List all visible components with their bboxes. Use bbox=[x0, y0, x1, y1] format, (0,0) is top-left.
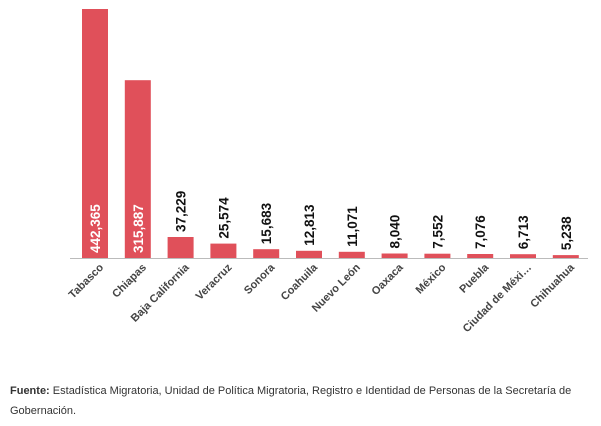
x-tick-label: Veracruz bbox=[194, 261, 235, 302]
bar bbox=[124, 80, 151, 258]
x-tick-label: Tabasco bbox=[67, 261, 107, 301]
x-tick-label: Chiapas bbox=[110, 262, 149, 301]
value-labels-group: 442,365 315,887 37,229 25,574 15,683 12,813 11… bbox=[88, 191, 574, 253]
bar bbox=[510, 254, 536, 258]
bars-group bbox=[82, 9, 579, 258]
bar-value-label: 15,683 bbox=[259, 202, 274, 244]
source-note: Fuente: Estadística Migratoria, Unidad d… bbox=[10, 381, 585, 421]
bar bbox=[253, 249, 280, 258]
bar-value-label: 315,887 bbox=[131, 204, 146, 253]
bar bbox=[82, 9, 108, 258]
bar-value-label: 7,076 bbox=[473, 215, 488, 249]
x-tick-label: Chihuahua bbox=[528, 261, 577, 310]
x-tick-label: Sonora bbox=[242, 261, 278, 297]
bar bbox=[552, 255, 579, 258]
bar-value-label: 7,552 bbox=[430, 215, 445, 249]
bar-value-label: 25,574 bbox=[216, 197, 231, 239]
bar bbox=[167, 237, 194, 258]
bar-value-label: 6,713 bbox=[516, 215, 531, 249]
bar bbox=[467, 254, 494, 258]
source-label: Fuente: bbox=[10, 385, 50, 397]
bar bbox=[424, 253, 451, 258]
bar bbox=[210, 243, 237, 258]
source-text: Estadística Migratoria, Unidad de Políti… bbox=[10, 385, 572, 417]
bar-value-label: 8,040 bbox=[388, 215, 403, 249]
x-tick-label: Puebla bbox=[457, 261, 492, 296]
bar bbox=[296, 250, 322, 258]
bar-value-label: 12,813 bbox=[302, 204, 317, 246]
bar-value-label: 442,365 bbox=[88, 204, 103, 253]
x-tick-label: Oaxaca bbox=[370, 261, 407, 298]
bar-value-label: 37,229 bbox=[174, 191, 189, 232]
bar-value-label: 11,071 bbox=[345, 206, 360, 247]
bar-value-label: 5,238 bbox=[559, 216, 574, 250]
x-tick-label: México bbox=[414, 261, 449, 296]
bar-chart: 442,365 315,887 37,229 25,574 15,683 12,813 11… bbox=[67, 9, 588, 335]
x-tick-label: Coahuila bbox=[279, 261, 321, 303]
bar bbox=[338, 251, 365, 258]
bar bbox=[381, 253, 408, 258]
